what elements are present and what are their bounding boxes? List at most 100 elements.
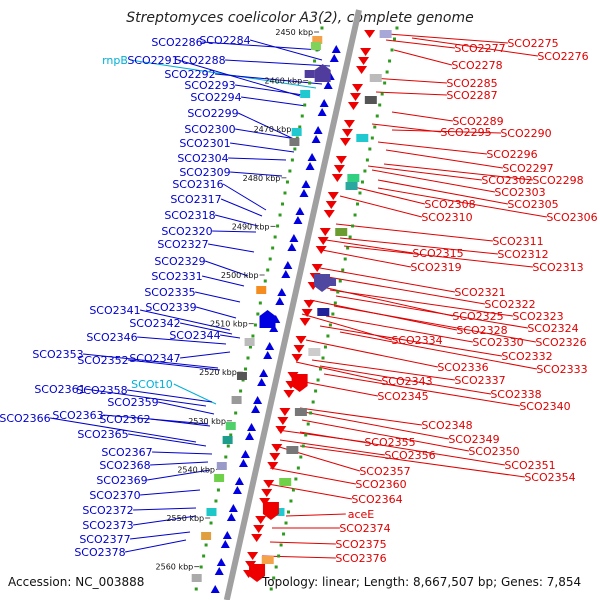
left-gene-label: SCO2339 (145, 301, 196, 314)
scale-dot (363, 169, 367, 173)
reverse-gene-arrow (331, 174, 343, 182)
right-gene-label: SCO2308 (424, 198, 475, 211)
right-label-leader (285, 513, 346, 517)
left-label-leader (235, 128, 291, 139)
scale-dot (303, 103, 307, 107)
right-gene-label: SCO2334 (391, 334, 442, 347)
right-label-leader (321, 249, 411, 268)
right-label-leader (383, 163, 533, 181)
genome-line (223, 9, 362, 600)
right-gene-label: SCO2376 (335, 552, 386, 565)
scale-dot (273, 235, 277, 239)
right-label-leader (339, 237, 498, 255)
right-gene-label: SCO2354 (524, 471, 575, 484)
forward-gene-arrow (331, 45, 341, 53)
right-gene-label: SCO2332 (501, 350, 552, 363)
scale-dot (309, 411, 313, 415)
scale-dot (331, 312, 335, 316)
forward-gene-arrow (234, 477, 244, 485)
left-gene-label: SCO2304 (177, 152, 228, 165)
scale-dot (390, 48, 394, 52)
accession-label: Accession: NC_003888 (8, 575, 145, 589)
scale-dot (284, 521, 288, 525)
scale-dot (290, 158, 294, 162)
scale-dot (269, 587, 273, 591)
large-gene-arrow (259, 310, 276, 328)
reverse-gene-arrow (253, 525, 265, 533)
left-label-leader (125, 539, 187, 553)
kbp-tick-label: 2530 kbp (188, 417, 226, 426)
right-label-leader (279, 439, 385, 456)
gene-feature-block (261, 556, 274, 564)
right-gene-label: SCO2357 (359, 465, 410, 478)
right-label-leader (269, 467, 356, 485)
left-gene-label: SCO2342 (129, 317, 180, 330)
forward-gene-arrow (287, 243, 297, 251)
right-gene-label: SCO2276 (537, 50, 588, 63)
right-gene-label: SCO2298 (532, 174, 583, 187)
right-gene-label: SCO2306 (546, 211, 597, 224)
kbp-tick-label: 2450 kbp (275, 28, 313, 37)
right-label-leader (371, 169, 495, 193)
left-label-leader (208, 243, 255, 253)
scale-dot (348, 235, 352, 239)
kbp-tick-label: 2490 kbp (232, 222, 270, 231)
forward-gene-arrow (220, 540, 230, 548)
right-label-leader (391, 111, 453, 122)
scale-dot (316, 378, 320, 382)
left-label-leader (85, 388, 207, 407)
gene-feature-block (244, 338, 255, 346)
left-label-leader (195, 306, 237, 319)
right-label-leader (301, 419, 469, 452)
left-gene-label: SCO2344 (169, 329, 220, 342)
forward-gene-arrow (247, 423, 257, 431)
right-gene-label: SCO2343 (381, 375, 432, 388)
reverse-gene-arrow (293, 345, 305, 353)
forward-gene-arrow (283, 261, 293, 269)
left-gene-label: SCO2335 (144, 286, 195, 299)
left-gene-label: SCO2309 (179, 166, 230, 179)
gene-feature-block (289, 138, 300, 146)
left-gene-label: SCO2288 (174, 54, 225, 67)
scale-dot (375, 114, 379, 118)
left-gene-label: SCO2299 (187, 107, 238, 120)
left-label-leader (222, 183, 267, 211)
reverse-gene-arrow (317, 237, 329, 245)
left-label-leader (157, 401, 215, 415)
left-label-leader (137, 336, 227, 345)
forward-gene-arrow (232, 486, 242, 494)
scale-dot (346, 246, 350, 250)
left-gene-label: SCO2365 (77, 428, 128, 441)
forward-gene-arrow (313, 126, 323, 134)
right-label-leader (387, 33, 508, 44)
diagram-title: Streptomyces coelicolor A3(2), complete … (126, 10, 474, 26)
right-label-leader (323, 373, 520, 407)
scale-dot (338, 279, 342, 283)
kbp-tick-label: 2510 kbp (210, 320, 248, 329)
left-gene-label: SCO2363 (52, 409, 103, 422)
forward-gene-arrow (319, 99, 329, 107)
right-gene-label: SCO2375 (335, 538, 386, 551)
right-gene-label: SCO2374 (339, 522, 390, 535)
right-label-leader (303, 411, 449, 440)
forward-gene-arrow (329, 54, 339, 62)
scale-dot (395, 26, 399, 30)
reverse-gene-arrow (247, 552, 259, 560)
right-gene-label: SCO2356 (384, 449, 435, 462)
right-label-leader (329, 289, 513, 317)
left-label-leader (127, 389, 213, 403)
scale-dot (343, 257, 347, 261)
left-label-leader (249, 39, 323, 61)
scale-dot (256, 312, 260, 316)
right-label-leader (261, 555, 336, 559)
scale-dot (328, 323, 332, 327)
gene-feature-block (222, 436, 233, 444)
left-label-leader (212, 230, 257, 233)
scale-dot (358, 191, 362, 195)
right-gene-label: SCO2336 (437, 361, 488, 374)
kbp-tick-label: 2550 kbp (166, 514, 204, 523)
scale-dot (263, 279, 267, 283)
reverse-gene-arrow (301, 309, 313, 317)
left-label-leader (177, 59, 301, 97)
scale-dot (251, 334, 255, 338)
